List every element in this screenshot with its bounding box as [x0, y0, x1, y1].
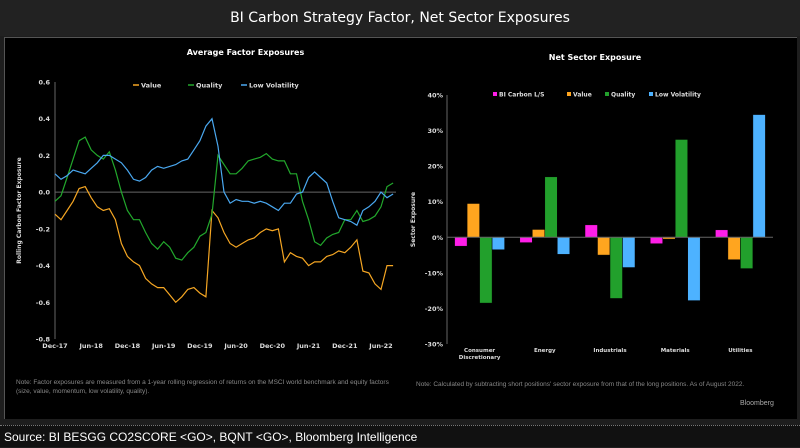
y-tick-label: 0.0	[38, 189, 50, 197]
x-tick-label: Dec-17	[42, 342, 67, 350]
x-tick-label: Jun-18	[79, 342, 104, 350]
y-tick-label: 20%	[427, 163, 443, 171]
y-tick-label: 0.4	[38, 115, 50, 123]
bar-quality-industrials	[609, 237, 623, 299]
bar-bi-carbon-l-s-consumer-discretionary	[454, 237, 468, 247]
legend-label: Low Volatility	[249, 82, 300, 90]
y-tick-label: -10%	[425, 269, 444, 277]
y-tick-label: -30%	[425, 341, 444, 349]
window-title: BI Carbon Strategy Factor, Net Sector Ex…	[0, 0, 800, 36]
bar-bi-carbon-l-s-utilities	[715, 229, 729, 238]
y-tick-label: -0.6	[36, 299, 51, 307]
chart-title: Average Factor Exposures	[187, 48, 305, 57]
x-tick-label: Industrials	[593, 348, 627, 354]
bar-quality-energy	[544, 176, 558, 238]
y-tick-label: -0.4	[36, 262, 51, 270]
legend-swatch	[649, 92, 653, 96]
series-line-value	[54, 185, 394, 304]
y-tick-label: 40%	[427, 92, 443, 100]
x-tick-label: Utilities	[728, 348, 753, 354]
series-line-quality	[54, 136, 394, 261]
legend-swatch	[605, 92, 609, 96]
chart-panel: Average Factor Exposures 0.6 0.4 0.2 0.0 -0.2…	[4, 37, 797, 419]
bar-bi-carbon-l-s-energy	[519, 237, 533, 243]
x-tick-label: Dec-20	[260, 342, 286, 350]
y-tick-label: 30%	[427, 127, 443, 135]
y-tick-label: -20%	[425, 305, 444, 313]
x-tick-label: Dec-21	[332, 342, 358, 350]
bar-value-industrials	[597, 237, 611, 256]
chart-title: Net Sector Exposure	[549, 53, 642, 62]
bar-value-utilities	[727, 237, 741, 260]
bar-value-consumer-discretionary	[466, 203, 480, 238]
x-tick-label: Jun-19	[151, 342, 176, 350]
x-tick-label: Energy	[534, 348, 556, 354]
x-tick-label: Jun-21	[296, 342, 321, 350]
x-tick-label: Consumer Discretionary	[459, 348, 501, 361]
x-tick-label: Dec-18	[115, 342, 141, 350]
legend-swatch	[567, 92, 571, 96]
bar-bi-carbon-l-s-industrials	[584, 224, 598, 238]
charts-svg: Average Factor Exposures 0.6 0.4 0.2 0.0 -0.2…	[16, 48, 773, 361]
legend-swatch	[493, 92, 497, 96]
x-tick-label: Materials	[661, 348, 691, 354]
y-tick-label: 0.2	[38, 152, 50, 160]
y-tick-label: 10%	[427, 198, 443, 206]
y-tick-label: 0.6	[38, 79, 50, 87]
y-axis-label: Sector Exposure	[410, 192, 417, 247]
bar-low-volatility-materials	[687, 237, 701, 301]
source-footer: Source: BI BESGG CO2SCORE <GO>, BQNT <GO…	[0, 425, 800, 447]
bar-quality-materials	[674, 139, 688, 238]
bar-bi-carbon-l-s-materials	[649, 237, 663, 244]
left-note: Note: Factor exposures are measured from…	[16, 379, 389, 395]
right-note: Note: Calculated by subtracting short po…	[416, 381, 745, 388]
legend-label: Value	[141, 82, 162, 90]
legend-label: BI Carbon L/S	[499, 92, 544, 99]
x-tick-label: Jun-20	[223, 342, 248, 350]
y-tick-label: -0.2	[36, 225, 50, 233]
legend-label: Quality	[611, 92, 635, 99]
y-tick-label: 0%	[432, 234, 444, 242]
bar-quality-utilities	[740, 237, 754, 269]
bar-low-volatility-industrials	[622, 237, 636, 268]
bar-value-energy	[532, 229, 546, 238]
bloomberg-logo: Bloomberg	[740, 400, 774, 407]
legend-label: Value	[573, 92, 592, 99]
x-tick-label: Dec-19	[187, 342, 213, 350]
legend-label: Quality	[196, 82, 223, 90]
series-line-low-volatility	[54, 117, 394, 227]
bar-low-volatility-energy	[557, 237, 571, 255]
y-tick-label: -0.8	[36, 336, 51, 344]
bar-low-volatility-utilities	[752, 114, 766, 238]
y-axis-label: Rolling Carbon Factor Exposure	[16, 157, 23, 263]
x-tick-label: Jun-22	[368, 342, 392, 350]
legend-label: Low Volatility	[655, 92, 701, 99]
bar-low-volatility-consumer-discretionary	[491, 237, 505, 250]
bar-quality-consumer-discretionary	[479, 237, 493, 304]
